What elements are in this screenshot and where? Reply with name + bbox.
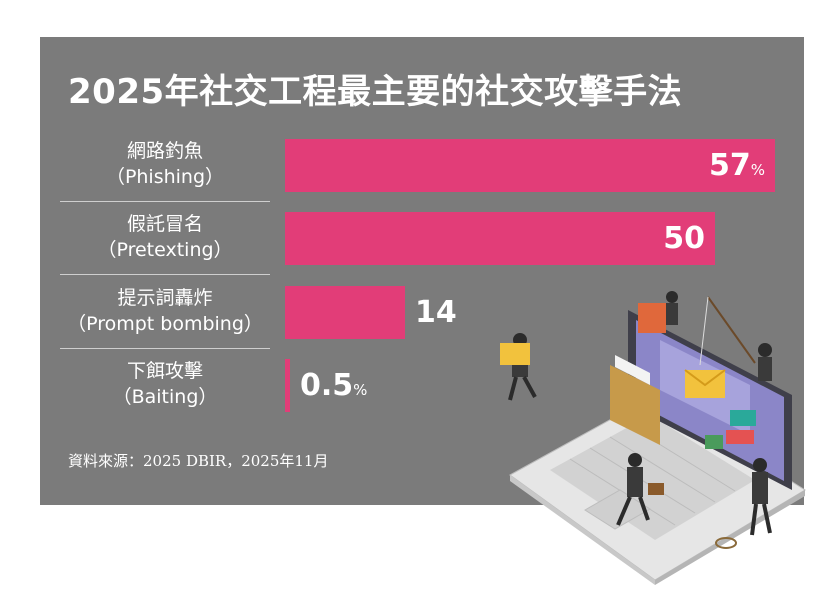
bar — [285, 286, 405, 339]
category-separator — [60, 274, 270, 275]
data-label: 50 — [663, 224, 705, 254]
data-label-unit: % — [353, 381, 368, 399]
category-label-en: （Prompt bombing） — [67, 313, 263, 335]
category-label-en: （Pretexting） — [97, 239, 233, 261]
category-label-zh: 網路釣魚 — [126, 140, 203, 162]
source-note: 資料來源：2025 DBIR，2025年11月 — [68, 452, 329, 470]
data-label-value: 14 — [415, 295, 457, 330]
category-separator — [60, 201, 270, 202]
data-label: 14 — [415, 298, 457, 328]
data-label-value: 57 — [708, 148, 751, 183]
category-separator — [60, 348, 270, 349]
category-label: 網路釣魚 （Phishing） — [60, 138, 270, 190]
data-label: 0.5% — [300, 371, 367, 401]
keyboard-icon — [550, 415, 755, 540]
category-label-zh: 提示詞轟炸 — [117, 287, 213, 309]
folder-icon — [610, 365, 660, 445]
category-label: 提示詞轟炸 （Prompt bombing） — [60, 285, 270, 337]
chart-title: 2025年社交工程最主要的社交攻擊手法 — [68, 72, 683, 112]
category-label: 下餌攻擊 （Baiting） — [60, 358, 270, 410]
bar — [285, 139, 775, 192]
bar — [285, 359, 290, 412]
data-label-value: 0.5 — [300, 368, 354, 403]
hacker-icon — [758, 343, 772, 357]
data-label: 57% — [709, 151, 765, 181]
bar — [285, 212, 715, 265]
data-label-unit: % — [750, 161, 765, 179]
category-label-zh: 假託冒名 — [126, 213, 203, 235]
category-label-en: （Phishing） — [105, 166, 225, 188]
category-label-zh: 下餌攻擊 — [126, 360, 203, 382]
category-label: 假託冒名 （Pretexting） — [60, 211, 270, 263]
data-label-value: 50 — [663, 221, 705, 256]
category-label-en: （Baiting） — [112, 386, 218, 408]
laptop-hackers-phishing-illustration — [500, 291, 806, 585]
